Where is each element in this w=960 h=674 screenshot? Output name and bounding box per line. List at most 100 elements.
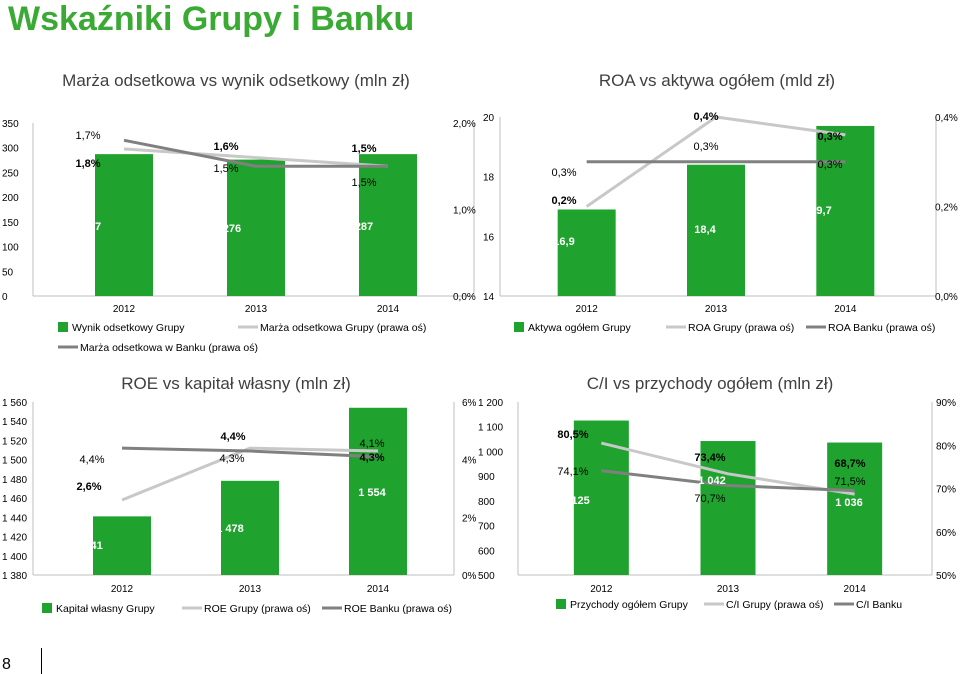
chart4-ytick-label: 900 xyxy=(478,472,495,483)
chart1-bar xyxy=(95,154,153,296)
chart1-bars-data-label: 287 xyxy=(83,221,101,233)
chart3-ytick-label: 1 520 xyxy=(2,436,27,447)
chart4-y2tick-label: 50% xyxy=(936,571,956,582)
chart2-title: ROA vs aktywa ogółem (mld zł) xyxy=(599,71,835,90)
chart2-bars-data-label: 16,9 xyxy=(553,236,574,248)
chart1-line-grupy-data-label: 1,6% xyxy=(213,141,238,153)
chart4-ytick-label: 800 xyxy=(478,497,495,508)
chart4-line-grupy-line xyxy=(600,441,855,496)
chart3-line-grupy-data-label: 4,4% xyxy=(220,431,245,443)
chart3-title: ROE vs kapitał własny (mln zł) xyxy=(121,374,351,393)
chart2-bar xyxy=(687,164,745,296)
chart3-legend-label: ROE Banku (prawa oś) xyxy=(344,603,452,615)
chart4-line-banku-data-label: 71,5% xyxy=(834,476,865,488)
chart3-line-banku-data-label: 4,4% xyxy=(79,454,104,466)
chart3-bars-data-label: 1 478 xyxy=(216,523,244,535)
chart2-ytick-label: 18 xyxy=(483,173,495,184)
chart1-ytick-label: 250 xyxy=(2,168,19,179)
chart4-line-grupy-data-label: 80,5% xyxy=(557,429,588,441)
chart4-legend-label: C/I Grupy (prawa oś) xyxy=(726,599,823,611)
chart1-ytick-label: 300 xyxy=(2,144,19,155)
chart4-y2tick-label: 60% xyxy=(936,528,956,539)
chart3-ytick-label: 1 500 xyxy=(2,456,27,467)
chart3-ytick-label: 1 380 xyxy=(2,571,27,582)
chart2-legend-label: Aktywa ogółem Grupy xyxy=(528,322,631,334)
chart2-legend-label: ROA Grupy (prawa oś) xyxy=(688,322,794,334)
chart1-ytick-label: 200 xyxy=(2,193,19,204)
chart3-line-banku-line xyxy=(121,446,379,459)
chart3-line-grupy-data-label: 4,3% xyxy=(359,452,384,464)
chart2-line-banku-data-label: 0,3% xyxy=(693,141,718,153)
chart2-group: ROA vs aktywa ogółem (mld zł) 20 18 16 14 0,4… xyxy=(483,71,958,334)
chart1-category-label: 2013 xyxy=(245,304,268,315)
chart4-legend-label: Przychody ogółem Grupy xyxy=(570,599,689,611)
chart3-ytick-label: 1 420 xyxy=(2,533,27,544)
chart3-ytick-label: 1 440 xyxy=(2,513,27,524)
chart3-bar xyxy=(349,407,407,575)
chart1-line-banku-data-label: 1,5% xyxy=(213,163,238,175)
chart3-legend-label: Kapitał własny Grupy xyxy=(56,603,155,615)
chart4-ytick-label: 600 xyxy=(478,546,495,557)
chart3-ytick-label: 1 400 xyxy=(2,552,27,563)
chart1-line-banku-data-label: 1,5% xyxy=(351,177,376,189)
chart1-ytick-label: 350 xyxy=(2,119,19,130)
chart2-line-grupy-data-label: 0,2% xyxy=(551,195,576,207)
chart2-line-banku-data-label: 0,3% xyxy=(817,159,842,171)
chart3-bar xyxy=(221,480,279,575)
chart2-y2tick-label: 0,4% xyxy=(935,113,958,124)
page-title: Wskaźniki Grupy i Banku xyxy=(8,0,415,38)
chart3-y2tick-label: 2% xyxy=(462,513,477,524)
chart1-title: Marża odsetkowa vs wynik odsetkowy (mln … xyxy=(62,71,410,90)
chart2-bar xyxy=(557,209,616,296)
chart4-ytick-label: 1 200 xyxy=(478,398,503,409)
chart2-line-grupy-line xyxy=(585,115,846,208)
chart2-legend-swatch xyxy=(514,322,524,332)
chart4-bars-data-label: 1 125 xyxy=(562,495,590,507)
chart2-ytick-label: 20 xyxy=(483,113,495,124)
chart4-line-banku-data-label: 70,7% xyxy=(694,493,725,505)
chart4-bar xyxy=(700,441,756,575)
chart1-bars-data-label: 276 xyxy=(223,223,241,235)
chart4-group: C/I vs przychody ogółem (mln zł) 1 200 1 1… xyxy=(478,374,956,611)
chart2-y2tick-label: 0,2% xyxy=(935,203,958,214)
chart3-ytick-label: 1 540 xyxy=(2,417,27,428)
page-number: 8 xyxy=(2,656,11,673)
chart4-category-label: 2014 xyxy=(844,584,867,595)
chart1-y2tick-label: 2,0% xyxy=(453,119,476,130)
chart3-category-label: 2013 xyxy=(239,584,262,595)
chart4-line-grupy-data-label: 73,4% xyxy=(694,452,725,464)
chart4-ytick-label: 700 xyxy=(478,522,495,533)
chart4-ytick-label: 1 000 xyxy=(478,447,503,458)
chart2-bars-data-label: 19,7 xyxy=(810,205,831,217)
chart2-category-label: 2013 xyxy=(705,304,728,315)
chart3-bars-data-label: 1 441 xyxy=(75,540,103,552)
chart2-category-label: 2012 xyxy=(576,304,599,315)
chart4-ytick-label: 1 100 xyxy=(478,423,503,434)
chart3-category-label: 2012 xyxy=(111,584,134,595)
chart1-legend-label: Marża odsetkowa Grupy (prawa oś) xyxy=(260,322,426,334)
chart2-ytick-label: 16 xyxy=(483,232,495,243)
chart1-line-banku-data-label: 1,8% xyxy=(75,158,100,170)
chart2-line-banku-data-label: 0,3% xyxy=(551,167,576,179)
chart1-line-grupy-line xyxy=(123,147,389,168)
chart2-category-label: 2014 xyxy=(834,304,857,315)
chart1-legend-label: Marża odsetkowa w Banku (prawa oś) xyxy=(80,342,258,354)
chart4-y2tick-label: 90% xyxy=(936,398,956,409)
chart2-bar xyxy=(816,125,875,296)
chart3-legend-swatch xyxy=(42,603,52,613)
chart3-y2tick-label: 0% xyxy=(462,571,477,582)
chart4-ytick-label: 500 xyxy=(478,571,495,582)
chart1-category-label: 2012 xyxy=(113,304,136,315)
chart2-legend-label: ROA Banku (prawa oś) xyxy=(828,322,935,334)
chart1-line-banku-line xyxy=(123,138,388,168)
chart1-bar xyxy=(359,154,417,296)
chart3-y2tick-label: 4% xyxy=(462,456,477,467)
chart2-y2tick-label: 0,0% xyxy=(935,292,958,303)
chart3-ytick-label: 1 460 xyxy=(2,494,27,505)
chart1-line-grupy-data-label: 1,5% xyxy=(351,143,376,155)
chart3-y2tick-label: 6% xyxy=(462,398,477,409)
chart1-group: Marża odsetkowa vs wynik odsetkowy (mln … xyxy=(2,71,476,354)
chart3-bars-data-label: 1 554 xyxy=(358,487,386,499)
chart2-ytick-label: 14 xyxy=(483,292,495,303)
